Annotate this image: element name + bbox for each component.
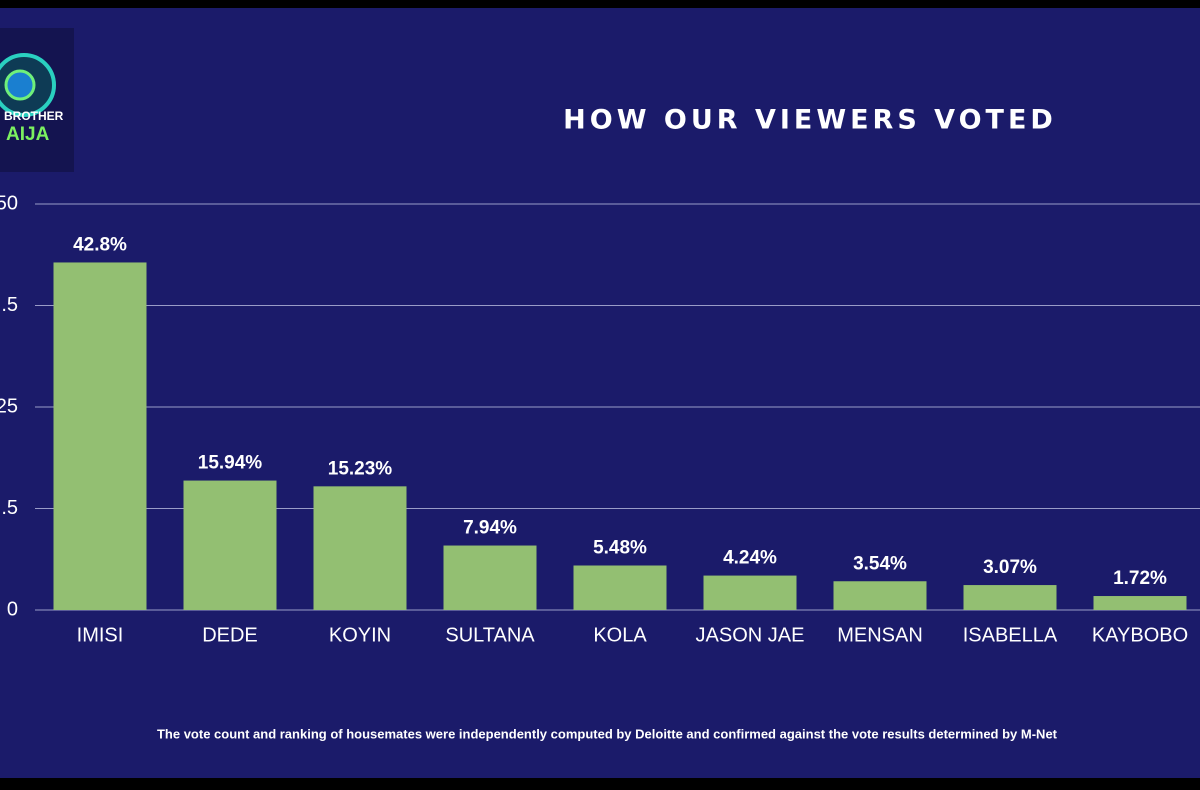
x-tick-label: KOLA (593, 624, 647, 646)
bar (183, 480, 277, 610)
x-tick-label: KOYIN (329, 624, 391, 646)
background (0, 8, 1200, 778)
y-tick-label: 25 (0, 395, 18, 417)
bar (833, 581, 927, 610)
x-tick-label: ISABELLA (963, 624, 1058, 646)
bar (573, 565, 667, 610)
value-label: 15.23% (328, 458, 393, 479)
x-tick-label: KAYBOBO (1092, 624, 1188, 646)
logo-text: AIJA (6, 124, 50, 145)
value-label: 1.72% (1113, 568, 1167, 589)
footnote: The vote count and ranking of housemates… (157, 726, 1058, 741)
value-label: 5.48% (593, 538, 647, 559)
x-tick-label: JASON JAE (696, 624, 805, 646)
bar (1093, 596, 1187, 610)
y-tick-label: 0 (7, 598, 18, 620)
x-tick-label: DEDE (202, 624, 258, 646)
chart-title: HOW OUR VIEWERS VOTED (563, 105, 1057, 136)
logo-text: BROTHER (4, 109, 64, 123)
bar (53, 262, 147, 610)
y-tick-label: .5 (1, 294, 18, 316)
value-label: 3.54% (853, 553, 907, 574)
x-tick-label: MENSAN (837, 624, 923, 646)
y-tick-label: 50 (0, 192, 18, 214)
value-label: 7.94% (463, 518, 517, 539)
logo: BROTHER AIJA (0, 28, 74, 172)
value-label: 4.24% (723, 548, 777, 569)
bar (443, 545, 537, 610)
value-label: 42.8% (73, 234, 127, 255)
x-tick-label: SULTANA (445, 624, 535, 646)
y-tick-label: .5 (1, 497, 18, 519)
value-label: 3.07% (983, 557, 1037, 578)
logo-iris (4, 69, 36, 101)
bar (703, 575, 797, 610)
bar (963, 585, 1057, 610)
bar (313, 486, 407, 610)
value-label: 15.94% (198, 453, 263, 474)
x-tick-label: IMISI (77, 624, 124, 646)
